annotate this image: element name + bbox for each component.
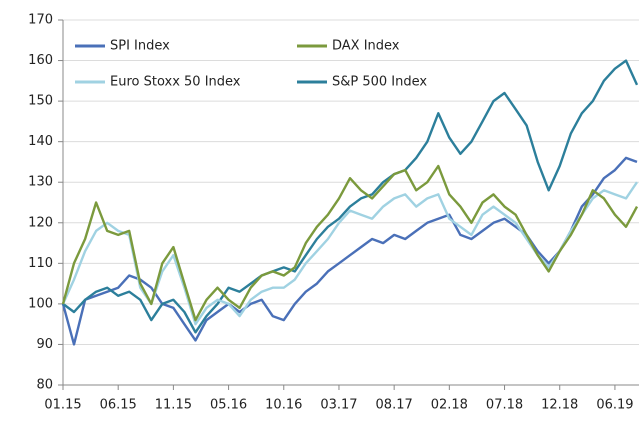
legend-label: SPI Index [110,39,170,54]
x-tick-label: 02.18 [431,398,468,413]
series-line [61,181,638,326]
y-tick-label: 80 [36,378,53,393]
x-tick-label: 06.19 [596,398,633,413]
y-tick-label: 100 [28,296,53,311]
x-tick-label: 08.17 [376,398,413,413]
series-line [62,59,639,334]
y-tick-label: 140 [28,134,53,149]
x-tick-label: 03.17 [320,398,357,413]
y-tick-label: 170 [28,13,53,28]
x-tick-label: 12.18 [541,398,578,413]
x-tick-label: 05.16 [210,398,247,413]
legend-label: S&P 500 Index [332,75,427,90]
x-tick-label: 06.15 [100,398,137,413]
x-tick-label: 11.15 [155,398,192,413]
y-tick-label: 120 [28,215,53,230]
y-tick-label: 130 [28,175,53,190]
series-line [61,164,639,322]
y-tick-label: 90 [36,337,53,352]
series-line [61,156,638,346]
legend-label: Euro Stoxx 50 Index [110,75,241,90]
y-tick-label: 110 [28,256,53,271]
legend-label: DAX Index [332,39,400,54]
y-tick-label: 150 [28,94,53,109]
y-tick-label: 160 [28,53,53,68]
x-tick-label: 07.18 [486,398,523,413]
x-tick-label: 01.15 [44,398,81,413]
x-tick-label: 10.16 [265,398,302,413]
